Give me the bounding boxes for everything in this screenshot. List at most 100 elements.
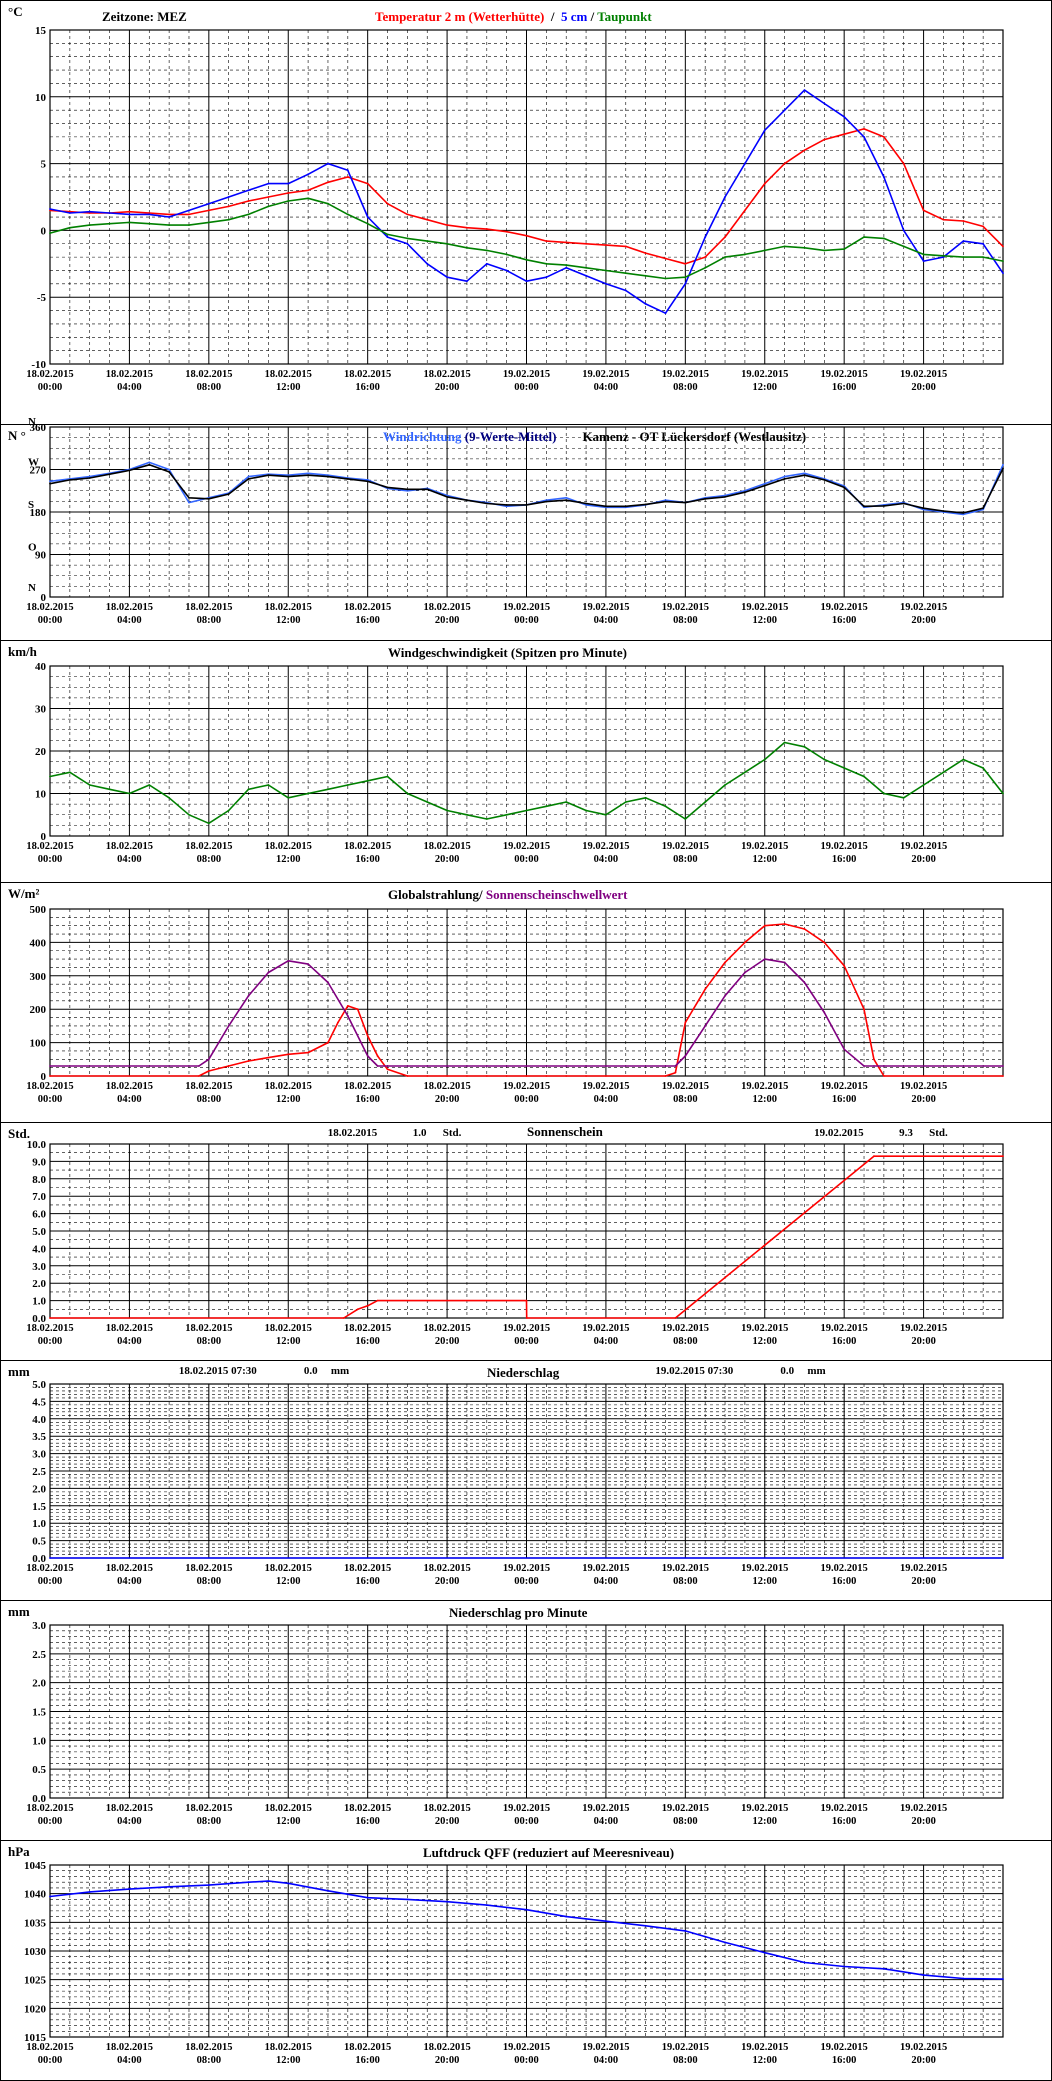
x-tick-time: 04:00 bbox=[594, 615, 619, 626]
chart-title: Niederschlag bbox=[487, 1365, 560, 1380]
data-point bbox=[684, 1055, 687, 1057]
title-part: / bbox=[587, 9, 597, 24]
x-tick-date: 18.02.2015 bbox=[344, 602, 391, 613]
y-tick-label: 2.5 bbox=[32, 1649, 46, 1661]
data-point bbox=[485, 818, 488, 820]
series-pressure-0 bbox=[49, 1880, 1004, 1980]
x-tick-time: 08:00 bbox=[673, 1336, 698, 1347]
data-point bbox=[962, 513, 965, 516]
x-tick-date: 18.02.2015 bbox=[185, 1081, 232, 1092]
data-point bbox=[922, 209, 925, 212]
data-point bbox=[902, 245, 905, 248]
data-point bbox=[366, 480, 369, 483]
data-point bbox=[307, 197, 310, 200]
data-point bbox=[882, 792, 885, 795]
y-tick-label: 400 bbox=[30, 937, 47, 949]
data-point bbox=[188, 813, 190, 816]
data-point bbox=[585, 1075, 587, 1077]
annotation-date: 19.02.2015 07:30 bbox=[655, 1365, 733, 1377]
plot-frame bbox=[49, 1864, 1004, 2038]
timezone-label: Zeitzone: MEZ bbox=[102, 9, 187, 24]
y-tick-label: 0.0 bbox=[32, 1313, 46, 1325]
data-point bbox=[942, 510, 945, 512]
data-point bbox=[674, 1317, 677, 1319]
data-point bbox=[307, 792, 310, 795]
title-part: Sonnenschein bbox=[527, 1124, 604, 1139]
data-point bbox=[605, 244, 607, 246]
data-point bbox=[207, 497, 210, 500]
x-tick-date: 19.02.2015 bbox=[582, 841, 629, 852]
x-tick-date: 18.02.2015 bbox=[265, 1323, 312, 1334]
data-point bbox=[803, 89, 806, 92]
data-point bbox=[88, 224, 91, 226]
data-point bbox=[783, 741, 786, 744]
x-tick-date: 19.02.2015 bbox=[821, 369, 868, 380]
data-point bbox=[327, 788, 329, 791]
x-tick-date: 19.02.2015 bbox=[741, 2042, 788, 2053]
panel-precip_min: 0.0 0.5 1.0 1.5 2.0 2.5 3.0mm Niederschlag pro … bbox=[0, 1600, 1052, 1827]
data-point bbox=[148, 463, 151, 466]
data-point bbox=[823, 478, 826, 481]
data-point bbox=[108, 788, 111, 791]
data-point bbox=[505, 505, 508, 508]
x-tick-time: 12:00 bbox=[753, 2055, 778, 2066]
x-tick-time: 12:00 bbox=[276, 1816, 301, 1827]
x-tick-time: 08:00 bbox=[673, 382, 698, 393]
data-point bbox=[585, 1065, 587, 1067]
annotation-value: 9.3 bbox=[899, 1127, 913, 1139]
data-point bbox=[49, 208, 51, 210]
data-point bbox=[466, 813, 468, 816]
data-point bbox=[207, 822, 210, 825]
data-point bbox=[227, 809, 230, 812]
x-tick-date: 18.02.2015 bbox=[423, 841, 470, 852]
data-point bbox=[128, 469, 131, 472]
x-tick-time: 16:00 bbox=[355, 854, 380, 865]
unit-label: mm bbox=[8, 1364, 30, 1379]
data-point bbox=[982, 507, 985, 510]
data-point bbox=[287, 959, 290, 962]
y-tick-label: 500 bbox=[30, 904, 47, 916]
x-tick-date: 19.02.2015 bbox=[821, 2042, 868, 2053]
x-tick-date: 18.02.2015 bbox=[106, 369, 153, 380]
data-point bbox=[704, 497, 707, 500]
x-tick-date: 19.02.2015 bbox=[582, 1803, 629, 1814]
data-point bbox=[982, 225, 985, 228]
data-point bbox=[565, 264, 568, 267]
data-point bbox=[962, 220, 965, 222]
x-tick-date: 18.02.2015 bbox=[423, 1081, 470, 1092]
data-point bbox=[644, 1924, 647, 1927]
data-point bbox=[128, 1888, 131, 1890]
data-point bbox=[605, 282, 607, 285]
y-tick-label: 4.5 bbox=[32, 1396, 46, 1408]
y-tick-label: 2.5 bbox=[32, 1466, 46, 1478]
data-point bbox=[327, 162, 329, 165]
title-part: Niederschlag bbox=[487, 1365, 560, 1380]
x-tick-date: 19.02.2015 bbox=[821, 1803, 868, 1814]
x-tick-date: 19.02.2015 bbox=[662, 1803, 709, 1814]
data-point bbox=[88, 210, 91, 213]
data-point bbox=[88, 212, 91, 214]
data-point bbox=[207, 221, 210, 224]
data-point bbox=[644, 302, 647, 305]
data-point bbox=[843, 1048, 846, 1051]
data-point bbox=[843, 1965, 846, 1968]
x-tick-time: 08:00 bbox=[197, 382, 222, 393]
data-point bbox=[267, 971, 270, 974]
x-tick-time: 12:00 bbox=[276, 1576, 301, 1587]
x-tick-time: 16:00 bbox=[355, 2055, 380, 2066]
plot-frame bbox=[49, 426, 1004, 598]
data-point bbox=[724, 494, 726, 497]
data-point bbox=[605, 269, 607, 272]
data-point bbox=[376, 1299, 379, 1302]
y-tick-label: 2.0 bbox=[32, 1678, 46, 1690]
x-tick-time: 00:00 bbox=[38, 382, 63, 393]
data-point bbox=[267, 1880, 270, 1882]
data-point bbox=[346, 213, 349, 216]
x-tick-date: 18.02.2015 bbox=[106, 841, 153, 852]
x-tick-date: 18.02.2015 bbox=[106, 1563, 153, 1574]
data-point bbox=[565, 241, 568, 244]
y-tick-label: 270 bbox=[30, 465, 47, 477]
data-point bbox=[336, 1021, 339, 1024]
x-tick-time: 16:00 bbox=[355, 1816, 380, 1827]
